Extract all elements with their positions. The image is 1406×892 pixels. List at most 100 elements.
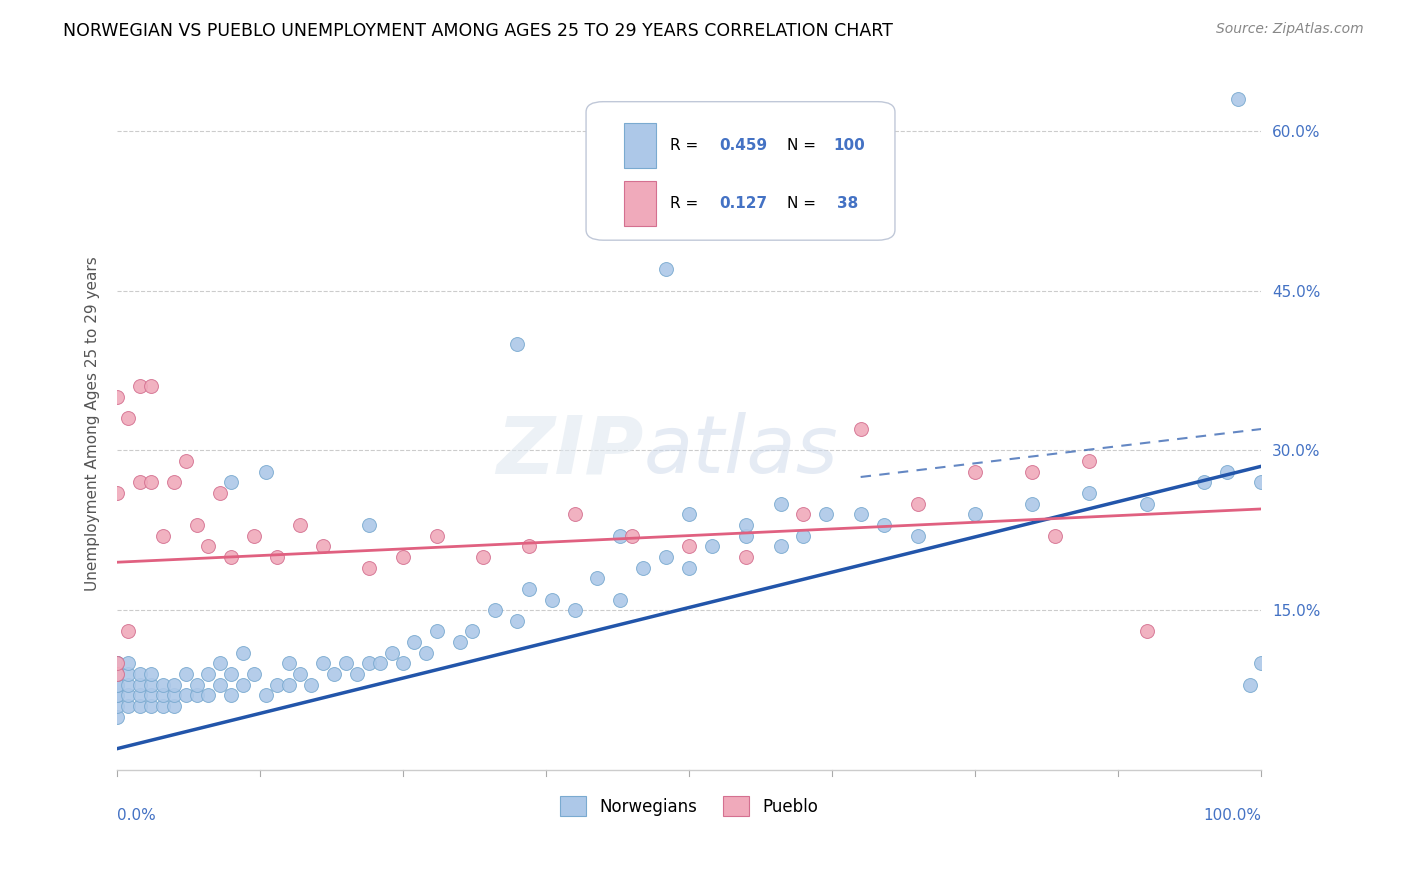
Point	[1136, 624, 1159, 639]
Point	[105, 699, 128, 714]
Text: Source: ZipAtlas.com: Source: ZipAtlas.com	[1216, 22, 1364, 37]
Point	[380, 646, 402, 660]
Point	[105, 689, 128, 703]
Point	[655, 549, 678, 564]
Point	[735, 517, 758, 532]
Point	[221, 689, 243, 703]
Point	[221, 475, 243, 490]
Point	[1136, 497, 1159, 511]
Point	[105, 667, 128, 681]
Point	[186, 689, 208, 703]
Legend: Norwegians, Pueblo: Norwegians, Pueblo	[551, 788, 827, 824]
Point	[105, 689, 128, 703]
Point	[963, 508, 986, 522]
Point	[1043, 528, 1066, 542]
Point	[117, 657, 139, 671]
Point	[368, 657, 391, 671]
Text: 0.459: 0.459	[718, 137, 766, 153]
Text: R =: R =	[669, 137, 703, 153]
Point	[141, 689, 163, 703]
Point	[872, 517, 894, 532]
Point	[1021, 497, 1043, 511]
Point	[141, 678, 163, 692]
Point	[404, 635, 426, 649]
Point	[243, 667, 266, 681]
Text: 38: 38	[837, 196, 858, 211]
Point	[392, 657, 415, 671]
Point	[335, 657, 357, 671]
Point	[105, 657, 128, 671]
Text: atlas: atlas	[644, 412, 838, 491]
Point	[963, 465, 986, 479]
Point	[208, 657, 231, 671]
Point	[357, 657, 380, 671]
Point	[105, 657, 128, 671]
Text: ZIP: ZIP	[496, 412, 644, 491]
Point	[655, 262, 678, 277]
Point	[117, 689, 139, 703]
Point	[678, 539, 700, 553]
Point	[907, 528, 929, 542]
Point	[586, 571, 609, 585]
Point	[174, 689, 197, 703]
Point	[564, 603, 586, 617]
Point	[484, 603, 506, 617]
Point	[141, 667, 163, 681]
Point	[678, 560, 700, 574]
Point	[792, 508, 814, 522]
Point	[141, 379, 163, 393]
Point	[540, 592, 562, 607]
Point	[152, 689, 174, 703]
Point	[849, 422, 872, 436]
Point	[208, 486, 231, 500]
Point	[1078, 486, 1101, 500]
Point	[506, 614, 529, 628]
Point	[735, 528, 758, 542]
Point	[105, 678, 128, 692]
Point	[128, 475, 150, 490]
Point	[232, 678, 254, 692]
Point	[517, 582, 540, 596]
Point	[163, 699, 186, 714]
Point	[128, 699, 150, 714]
Point	[460, 624, 482, 639]
Point	[152, 528, 174, 542]
Point	[117, 411, 139, 425]
Point	[415, 646, 437, 660]
Text: N =: N =	[787, 137, 821, 153]
Text: R =: R =	[669, 196, 703, 211]
Point	[1250, 475, 1272, 490]
Point	[301, 678, 323, 692]
Point	[1227, 92, 1250, 106]
Point	[197, 689, 219, 703]
Point	[346, 667, 368, 681]
Point	[392, 549, 415, 564]
Point	[105, 667, 128, 681]
Point	[105, 390, 128, 404]
Point	[517, 539, 540, 553]
Point	[105, 678, 128, 692]
Point	[208, 678, 231, 692]
Text: N =: N =	[787, 196, 821, 211]
Text: 0.0%: 0.0%	[117, 808, 156, 823]
Point	[678, 508, 700, 522]
Point	[266, 678, 288, 692]
Text: 0.127: 0.127	[718, 196, 766, 211]
Point	[506, 336, 529, 351]
Point	[1216, 465, 1239, 479]
Point	[141, 475, 163, 490]
Point	[163, 689, 186, 703]
Point	[357, 560, 380, 574]
Point	[1239, 678, 1261, 692]
Point	[277, 678, 299, 692]
FancyBboxPatch shape	[624, 122, 655, 168]
Point	[564, 508, 586, 522]
Point	[117, 699, 139, 714]
Point	[288, 517, 311, 532]
Point	[152, 699, 174, 714]
Point	[620, 528, 643, 542]
FancyBboxPatch shape	[624, 181, 655, 227]
Point	[105, 667, 128, 681]
Point	[700, 539, 723, 553]
Text: 100.0%: 100.0%	[1204, 808, 1261, 823]
